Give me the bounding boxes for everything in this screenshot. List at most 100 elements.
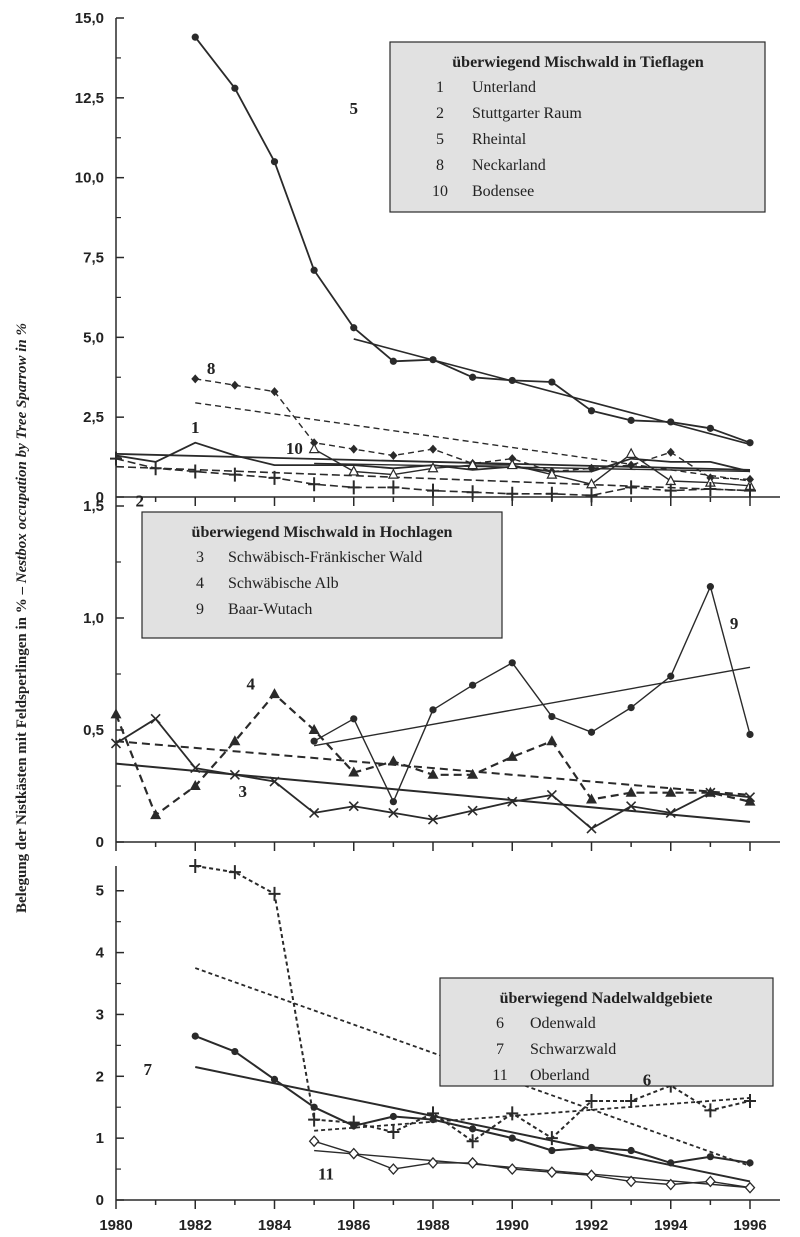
series-3-point [705,787,716,798]
series-7-point [231,1047,239,1056]
y-axis-label-en: Nestbox occupation by Tree Sparrow in % [14,323,30,584]
series-5-point [746,439,754,447]
series-3-point [190,763,201,774]
series-4-annotation: 4 [246,675,255,694]
series-11-point [705,1175,716,1188]
x-tick-label: 1992 [575,1217,608,1234]
panel-1-y-tick-label: 0 [96,489,104,506]
legend-entry-2-name: Stuttgarter Raum [472,105,582,122]
series-9-point [310,737,318,745]
trend-line-8 [195,402,751,482]
series-5-point [231,84,239,92]
panel-1-y-tick-label: 5,0 [83,329,104,346]
panel-2-legend: überwiegend Mischwald in Hochlagen 3 Schwä… [141,511,503,639]
series-2-point [506,486,519,501]
series-8-point [191,374,200,384]
series-5 [191,33,754,447]
panel-1-y-tick-label: 12,5 [75,90,104,107]
series-11-point [467,1156,478,1169]
legend-entry-9-number: 9 [196,601,204,618]
series-11-point [586,1169,597,1182]
panel-2-y-tick-label: 0,5 [83,722,104,739]
legend-entry-7-number: 7 [496,1041,504,1058]
series-9-point [350,715,358,723]
series-3-point [388,807,399,818]
series-5-point [667,418,675,426]
series-11 [308,1135,756,1194]
panel-3-y-tick-label: 4 [96,945,105,962]
panel-2-legend-box [141,511,503,639]
series-2-point [110,451,122,466]
series-7-point [191,1032,199,1040]
x-tick-label: 1994 [654,1217,688,1234]
series-8-point [627,460,636,470]
series-3-point [110,738,122,749]
series-9-point [389,798,397,806]
series-2-point [545,486,558,501]
series-4-point [308,724,320,734]
series-6-point [625,1094,638,1109]
series-2-point [664,483,677,498]
series-6-annotation: 6 [643,1071,652,1090]
series-10-line [313,448,751,487]
panel-3-legend-title: überwiegend Nadelwaldgebiete [500,990,713,1007]
trend-line-4 [115,740,751,796]
series-3-point [348,801,359,812]
series-4-point [110,708,122,719]
panel-2-y-tick-label: 1,5 [83,498,104,515]
series-11-point [308,1135,320,1148]
panel-1-legend-title: überwiegend Mischwald in Tieflagen [452,54,704,71]
panel-3-y-tick-label: 2 [96,1068,104,1085]
series-9-line [313,585,751,803]
series-10-annotation: 10 [286,439,303,458]
series-5-point [706,424,714,432]
series-9-point [746,730,754,739]
series-2-point [268,470,281,485]
series-7-point [389,1112,397,1121]
labels-layer: 1 2 5 8 10 3 4 9 6 7 11 [136,99,739,1184]
legend-entry-11-number: 11 [492,1067,507,1084]
series-3-point [269,776,280,787]
series-9-point [429,706,437,714]
series-4-point [269,688,280,699]
x-tick-label: 1990 [496,1217,529,1234]
legend-entry-9-name: Baar-Wutach [228,601,312,618]
x-tick-label: 1982 [179,1217,212,1234]
x-tick-label: 1984 [258,1217,292,1234]
series-5-point [469,373,477,381]
series-4-point [150,809,162,820]
series-11-annotation: 11 [318,1165,334,1184]
series-2-point [308,477,321,492]
series-7-point [508,1134,516,1142]
series-10-point [586,477,597,489]
panel-1-axes: 0 2,5 5,0 7,5 10,0 12,5 15,0 [75,10,780,506]
series-3-point [665,807,676,818]
series-8-point [389,450,398,460]
series-2-annotation: 2 [136,492,145,511]
series-8-annotation: 8 [207,359,216,378]
series-8-line [195,378,751,481]
series-9-point [548,712,556,721]
series-11-point [427,1156,439,1169]
series-1-annotation: 1 [191,418,200,437]
series-4-point [744,795,756,806]
series-8-point [508,454,517,464]
series-5-annotation: 5 [350,99,359,118]
legend-entry-6-name: Odenwald [530,1015,596,1032]
series-10-point [546,468,558,479]
series-4-point [229,735,241,746]
series-7-point [706,1153,714,1161]
series-11-point [665,1178,677,1191]
series-3-point [586,823,597,834]
series-11-line [313,1140,751,1189]
legend-entry-1-name: Unterland [472,79,536,96]
series-6-point [268,886,281,901]
panel-2-trend-lines [115,666,751,823]
trend-line-7 [195,1066,751,1183]
panel-3-y-tick-label: 0 [96,1192,104,1209]
series-3-point [626,801,637,812]
series-3-point [150,713,161,724]
series-2-point [347,480,360,495]
series-10-point [427,461,439,473]
